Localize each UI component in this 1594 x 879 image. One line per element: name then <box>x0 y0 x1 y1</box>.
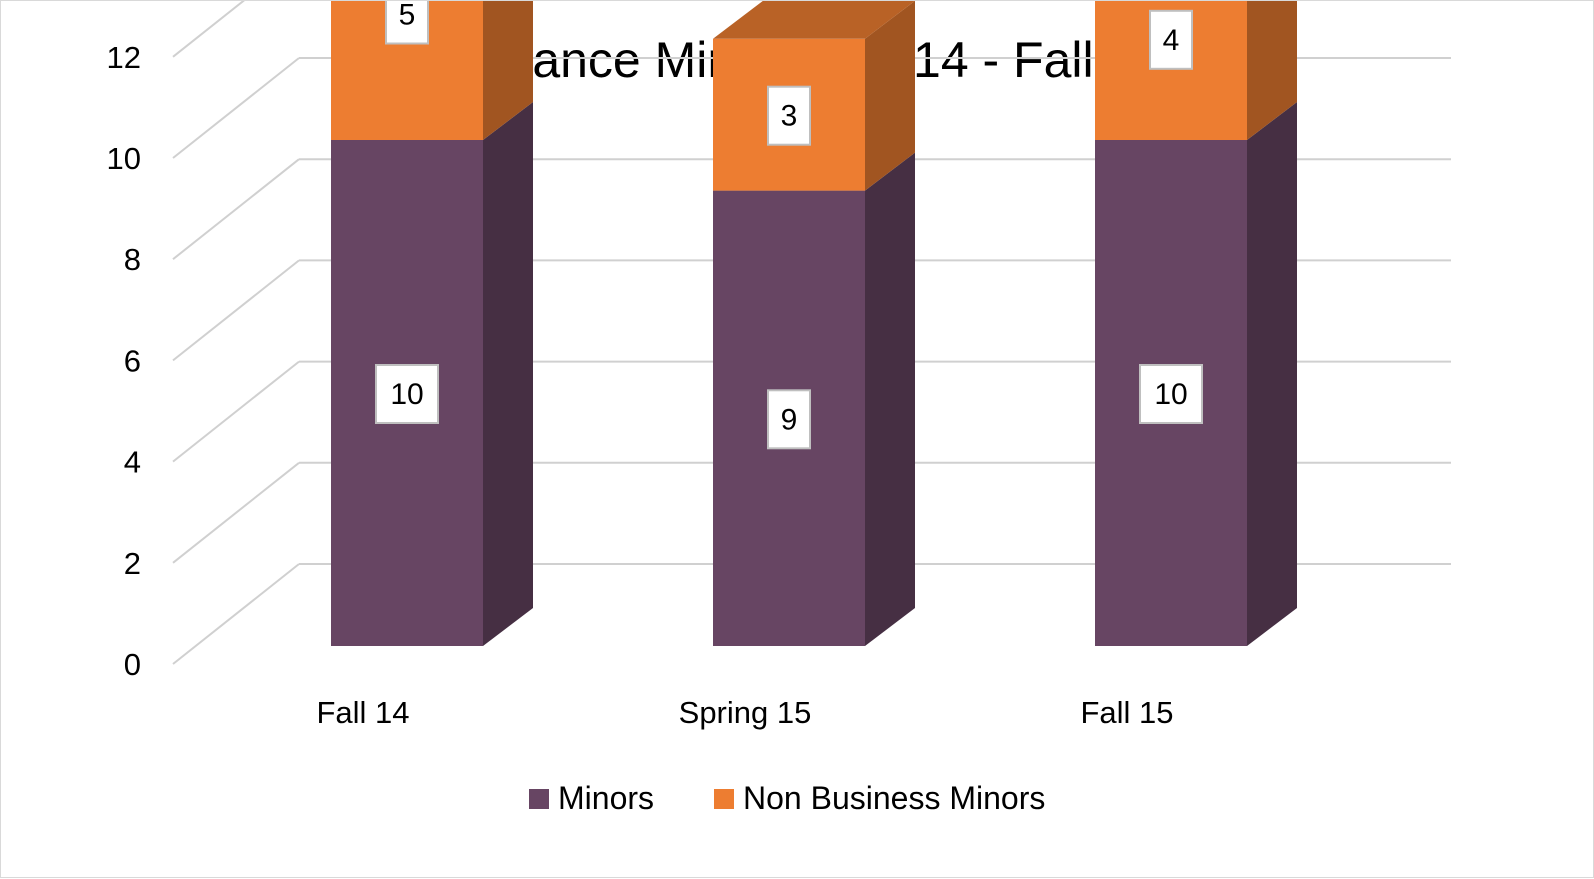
y-axis: 0246810121416 <box>107 40 141 682</box>
gridline-side-1 <box>172 462 300 564</box>
x-tick-label: Fall 15 <box>1080 695 1173 730</box>
data-label-box <box>767 389 811 450</box>
gridline-side-0 <box>172 563 300 665</box>
bar-side <box>1247 1 1297 140</box>
bar-top <box>713 1 915 39</box>
data-label-box <box>767 85 811 146</box>
bar-side <box>483 102 533 646</box>
bars <box>331 1 1297 646</box>
legend-swatch-0 <box>529 789 549 809</box>
y-tick-label: 8 <box>124 242 141 277</box>
bar-side <box>865 1 915 191</box>
gridline-side-4 <box>172 158 300 260</box>
gridline-side-2 <box>172 360 300 463</box>
data-label-box <box>375 364 439 424</box>
gridline-side-6 <box>172 1 245 58</box>
gridline-side-3 <box>172 259 300 362</box>
data-label: 9 <box>781 403 798 436</box>
bar-side <box>483 1 533 140</box>
data-label-box <box>1149 9 1193 70</box>
data-labels: 10515931210414 <box>375 1 1203 450</box>
bar-side <box>865 152 915 646</box>
legend-label-0: Minors <box>558 780 654 816</box>
gridline-side-5 <box>172 57 300 159</box>
legend-label-1: Non Business Minors <box>743 780 1045 816</box>
x-tick-label: Fall 14 <box>316 695 409 730</box>
data-label: 10 <box>1154 378 1187 411</box>
data-label: 4 <box>1163 24 1180 57</box>
y-tick-label: 0 <box>124 647 141 682</box>
y-tick-label: 4 <box>124 445 141 480</box>
legend-swatch-1 <box>714 789 734 809</box>
bar-side <box>1247 102 1297 646</box>
data-label: 3 <box>781 100 798 133</box>
legend: Minors Non Business Minors <box>529 780 1045 816</box>
data-label-box <box>385 1 429 45</box>
y-tick-label: 2 <box>124 546 141 581</box>
data-label-box <box>1139 364 1203 424</box>
data-label: 10 <box>390 378 423 411</box>
y-tick-label: 6 <box>124 343 141 378</box>
y-tick-label: 10 <box>107 141 141 176</box>
x-tick-label: Spring 15 <box>679 695 812 730</box>
y-tick-label: 12 <box>107 40 141 75</box>
x-axis: Fall 14 Spring 15 Fall 15 <box>316 695 1173 730</box>
data-label: 5 <box>399 1 416 32</box>
